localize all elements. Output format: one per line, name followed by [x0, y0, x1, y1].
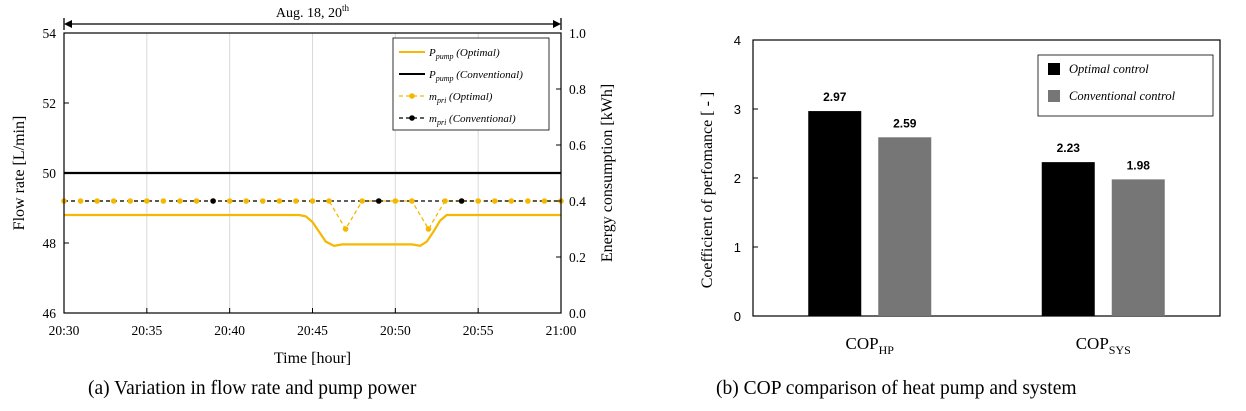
marker-mpri-optimal [293, 198, 299, 204]
y-axis-title: Flow rate [L/min] [11, 116, 28, 231]
x-tick-label: 20:55 [463, 323, 494, 338]
marker-mpri-conventional [375, 198, 382, 204]
y-axis-title: Coefficient of perfomance [ - ] [699, 92, 716, 289]
x-tick-label: 21:00 [546, 323, 577, 338]
marker-mpri-optimal [177, 198, 183, 204]
marker-mpri-optimal [425, 226, 432, 232]
marker-mpri-optimal [77, 198, 84, 204]
marker-mpri-optimal [94, 198, 100, 204]
marker-mpri-optimal [326, 198, 332, 204]
legend-swatch [1048, 63, 1060, 75]
marker-mpri-optimal [541, 198, 548, 204]
marker-mpri-optimal [491, 198, 498, 204]
bar-data-label: 2.97 [823, 90, 847, 104]
marker-mpri-optimal [193, 198, 200, 204]
legend-entry: mpri (Conventional) [429, 113, 516, 127]
chart-b-caption: (b) COP comparison of heat pump and syst… [716, 378, 1077, 399]
marker-mpri-optimal [110, 198, 117, 204]
y-tick-label: 3 [734, 102, 741, 117]
bar-conventional [1111, 179, 1165, 316]
marker-mpri-optimal [127, 198, 134, 204]
y-tick-label: 2 [734, 171, 741, 186]
x-tick-label: 20:40 [214, 323, 245, 338]
y-tick-label: 50 [43, 166, 57, 181]
y2-tick-label: 0.4 [569, 194, 586, 209]
cop-chart-svg: 0 1 2 3 4 2.97 2.59 COPHP 2.23 1.98 COPSYS Coeffici… [699, 33, 1221, 357]
marker-mpri-optimal [144, 198, 150, 204]
marker-mpri-conventional [458, 198, 465, 204]
arrow-right-head [553, 20, 561, 28]
bar-optimal [808, 111, 862, 316]
y-tick-label: 1 [734, 240, 741, 255]
category-label: COPHP [846, 334, 895, 357]
marker-mpri-optimal [475, 198, 481, 204]
legend-swatch [1048, 90, 1060, 102]
y2-tick-label: 0.0 [569, 306, 586, 321]
marker-mpri-conventional [210, 198, 216, 204]
legend-entry: Optimal control [1069, 62, 1149, 76]
marker-mpri-optimal [276, 198, 283, 204]
bar-data-label: 2.23 [1057, 141, 1081, 155]
flow-rate-chart-svg: Aug. 18, 20th 46 48 50 52 54 0.0 0.2 0.4 0.6 0.8 1.… [11, 3, 616, 367]
y-tick-label: 54 [43, 26, 57, 41]
legend-marker [409, 115, 415, 121]
marker-mpri-optimal [392, 198, 399, 204]
y-tick-label: 0 [734, 309, 741, 324]
legend-entry: Ppump (Optimal) [428, 47, 500, 61]
legend-entry: Ppump (Conventional) [428, 69, 523, 83]
y2-tick-label: 0.8 [569, 82, 586, 97]
marker-mpri-optimal [442, 198, 448, 204]
series-line-0 [64, 213, 561, 247]
x-axis-title: Time [hour] [274, 350, 351, 367]
marker-mpri-optimal [260, 198, 266, 204]
y2-axis-title: Energy consumption [kWh] [599, 84, 616, 262]
marker-mpri-optimal [160, 198, 167, 204]
y-tick-label: 52 [43, 96, 57, 111]
y2-tick-label: 1.0 [569, 26, 586, 41]
x-tick-label: 20:30 [49, 323, 80, 338]
date-label: Aug. 18, 20th [276, 3, 350, 21]
flow-rate-chart: Aug. 18, 20th 46 48 50 52 54 0.0 0.2 0.4 0.6 0.8 1.… [0, 0, 620, 411]
cop-chart: 0 1 2 3 4 2.97 2.59 COPHP 2.23 1.98 COPSYS Coeffici… [690, 0, 1246, 411]
y-tick-label: 46 [43, 306, 57, 321]
chart-a-caption: (a) Variation in flow rate and pump powe… [88, 378, 417, 399]
y-tick-label: 4 [734, 33, 741, 48]
x-tick-label: 20:45 [297, 323, 328, 338]
marker-mpri-optimal [508, 198, 515, 204]
legend-entry: Conventional control [1069, 89, 1176, 103]
marker-mpri-optimal [309, 198, 316, 204]
marker-mpri-optimal [243, 198, 250, 204]
legend-entry: mpri (Optimal) [429, 91, 493, 105]
marker-mpri-optimal [409, 198, 415, 204]
y-tick-label: 48 [43, 236, 57, 251]
marker-mpri-optimal [525, 198, 531, 204]
legend-box-b [1037, 54, 1214, 117]
bar-data-label: 1.98 [1127, 158, 1151, 172]
y2-tick-label: 0.2 [569, 250, 586, 265]
marker-mpri-optimal [226, 198, 233, 204]
legend-box-a [392, 37, 550, 131]
marker-mpri-optimal [359, 198, 366, 204]
y2-tick-label: 0.6 [569, 138, 586, 153]
marker-mpri-optimal [342, 226, 349, 232]
bar-data-label: 2.59 [893, 116, 917, 130]
bar-optimal [1041, 162, 1095, 316]
x-tick-label: 20:35 [131, 323, 162, 338]
bar-conventional [878, 137, 932, 316]
arrow-left-head [64, 20, 72, 28]
category-label: COPSYS [1076, 334, 1131, 357]
x-tick-label: 20:50 [380, 323, 411, 338]
legend-marker [409, 93, 415, 99]
